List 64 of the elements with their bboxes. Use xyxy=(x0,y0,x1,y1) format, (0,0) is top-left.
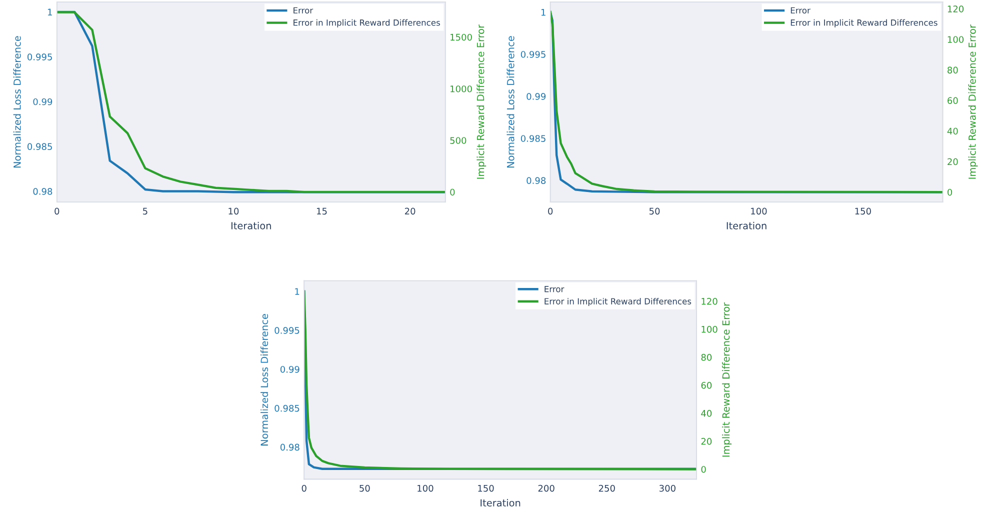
x-axis-title: Iteration xyxy=(480,499,520,507)
y2-tick-label: 80 xyxy=(948,66,958,74)
legend-label: Error in Implicit Reward Differences xyxy=(294,19,440,28)
y2-tick-label: 80 xyxy=(701,354,712,361)
y-tick-label: 0.99 xyxy=(526,93,546,100)
y2-tick-label: 120 xyxy=(948,6,964,12)
x-tick-label: 5 xyxy=(143,208,148,215)
x-tick-label: 150 xyxy=(855,208,871,215)
legend-label: Error xyxy=(294,7,314,14)
y2-tick-label: 120 xyxy=(702,298,718,305)
y2-tick-label: 0 xyxy=(948,188,952,196)
y-tick-label: 0.99 xyxy=(33,98,52,106)
y-axis-title: Normalized Loss Difference xyxy=(260,314,268,446)
y-tick-label: 0.99 xyxy=(280,366,300,373)
x-tick-label: 50 xyxy=(649,208,660,215)
y2-tick-label: 20 xyxy=(948,158,958,166)
y-axis-title: Normalized Loss Difference xyxy=(506,36,514,168)
y2-tick-label: 1500 xyxy=(450,34,472,41)
x-tick-label: 50 xyxy=(360,484,370,492)
x-tick-label: 200 xyxy=(538,484,554,492)
y2-tick-label: 100 xyxy=(948,36,964,43)
y2-tick-label: 60 xyxy=(701,382,712,389)
y-tick-label: 1 xyxy=(48,8,52,16)
y-tick-label: 0.98 xyxy=(280,444,300,451)
y-tick-label: 0.985 xyxy=(274,404,300,412)
y-tick-label: 1 xyxy=(295,288,300,295)
y-tick-label: 1 xyxy=(541,9,546,16)
x-tick-label: 300 xyxy=(660,484,676,492)
x-tick-label: 250 xyxy=(598,484,615,492)
y2-axis-title: Implicit Reward Difference Error xyxy=(722,302,732,457)
y-axis-title: Normalized Loss Difference xyxy=(13,36,21,168)
y2-tick-label: 1000 xyxy=(450,85,472,92)
x-tick-label: 100 xyxy=(751,208,767,215)
x-tick-label: 0 xyxy=(54,208,60,215)
y2-tick-label: 40 xyxy=(947,128,958,135)
x-tick-label: 15 xyxy=(317,208,327,215)
y-tick-label: 0.985 xyxy=(27,143,52,150)
y-tick-label: 0.98 xyxy=(33,188,52,195)
legend-label: Error in Implicit Reward Differences xyxy=(544,298,692,306)
x-axis-title: Iteration xyxy=(726,222,766,230)
y-tick-label: 0.995 xyxy=(274,327,300,334)
x-tick-label: 0 xyxy=(548,208,553,215)
y2-tick-label: 40 xyxy=(701,410,712,417)
y-tick-label: 0.995 xyxy=(27,53,52,60)
x-tick-label: 10 xyxy=(228,208,239,215)
y-tick-label: 0.985 xyxy=(520,135,546,142)
y-tick-label: 0.995 xyxy=(520,50,546,58)
x-tick-label: 150 xyxy=(478,484,494,492)
y2-tick-label: 100 xyxy=(702,326,718,333)
y-tick-label: 0.98 xyxy=(526,177,546,184)
x-tick-label: 20 xyxy=(404,208,416,215)
legend-label: Error xyxy=(790,7,810,14)
y2-tick-label: 20 xyxy=(701,438,712,445)
legend-label: Error xyxy=(544,286,564,292)
x-tick-label: 100 xyxy=(418,484,434,492)
y2-tick-label: 500 xyxy=(450,137,466,144)
y2-tick-label: 0 xyxy=(450,188,455,196)
y2-axis-title: Implicit Reward Difference Error xyxy=(968,24,978,179)
x-axis-title: Iteration xyxy=(231,222,271,230)
legend-label: Error in Implicit Reward Differences xyxy=(790,19,938,28)
y2-axis-title: Implicit Reward Difference Error xyxy=(476,24,486,179)
x-tick-label: 0 xyxy=(302,484,306,492)
y2-tick-label: 0 xyxy=(701,466,706,473)
y2-tick-label: 60 xyxy=(948,97,958,104)
